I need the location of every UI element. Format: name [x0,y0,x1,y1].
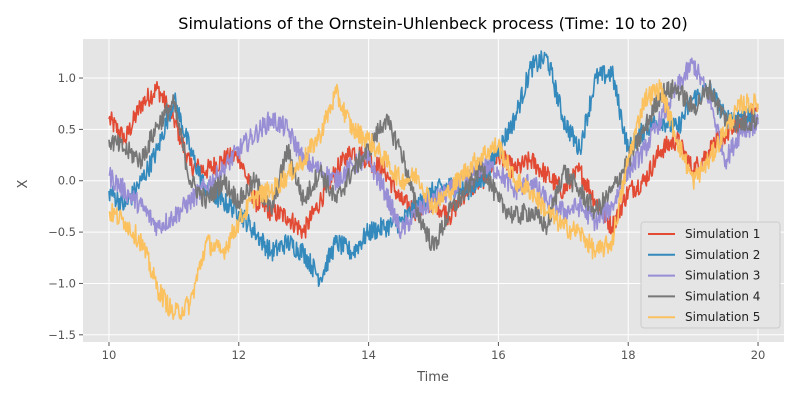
series-line-3 [108,57,759,240]
y-tick-label: −1.0 [48,276,76,290]
chart-title: Simulations of the Ornstein-Uhlenbeck pr… [178,14,687,33]
x-tick-label: 12 [231,348,246,362]
legend-label: Simulation 5 [685,310,760,324]
x-tick-label: 16 [491,348,506,362]
y-tick-label: 0.5 [58,122,76,136]
y-tick-label: −1.5 [48,328,76,342]
y-tick-label: 1.0 [58,71,76,85]
legend-label: Simulation 4 [685,289,760,303]
x-tick-label: 20 [751,348,766,362]
x-tick-label: 14 [361,348,376,362]
x-axis-label: Time [416,370,449,385]
series-lines [108,50,759,321]
x-tick-label: 18 [621,348,636,362]
y-tick-label: 0.0 [58,174,76,188]
series-line-5 [108,79,759,321]
legend-label: Simulation 2 [685,248,760,262]
y-axis-ticks: −1.5 −1.0 −0.5 0.0 0.5 1.0 [48,71,83,342]
legend-label: Simulation 1 [685,227,760,241]
series-line-4 [108,79,759,251]
legend-label: Simulation 3 [685,269,760,283]
legend: Simulation 1 Simulation 2 Simulation 3 Simu… [640,221,781,329]
legend-box [640,221,781,329]
x-tick-label: 10 [102,348,117,362]
x-axis-ticks: 10 12 14 16 18 20 [102,342,766,362]
y-tick-label: −0.5 [48,225,76,239]
y-axis-label: X [16,179,31,188]
